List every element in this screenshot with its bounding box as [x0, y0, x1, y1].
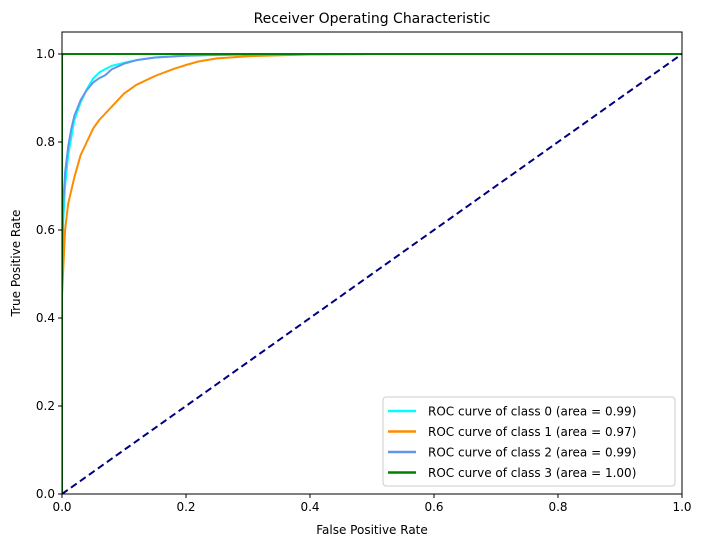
chart-title: Receiver Operating Characteristic [254, 11, 491, 27]
y-tick-label: 0.6 [36, 223, 55, 237]
legend-label-class-2: ROC curve of class 2 (area = 0.99) [428, 446, 636, 460]
y-tick-label: 0.2 [36, 399, 55, 413]
x-tick-label: 1.0 [672, 500, 691, 514]
legend-label-class-1: ROC curve of class 1 (area = 0.97) [428, 425, 636, 439]
x-tick-label: 0.0 [52, 500, 71, 514]
y-tick-label: 0.0 [36, 487, 55, 501]
curves-group [62, 53, 682, 494]
roc-curve-class-2 [62, 53, 682, 494]
x-tick-label: 0.4 [300, 500, 319, 514]
plot-frame [61, 31, 683, 495]
chance-diagonal-line [62, 53, 682, 494]
y-axis-title: True Positive Rate [9, 210, 23, 318]
y-tick-label: 1.0 [36, 47, 55, 61]
roc-curve-class-3 [62, 53, 682, 494]
y-tick-label: 0.8 [36, 135, 55, 149]
y-axis: 0.0 0.2 0.4 0.6 0.8 1.0 [36, 47, 62, 501]
x-tick-label: 0.8 [548, 500, 567, 514]
plot-area [61, 31, 683, 495]
legend-label-class-3: ROC curve of class 3 (area = 1.00) [428, 466, 636, 480]
roc-curve-class-1 [62, 53, 682, 494]
legend-label-class-0: ROC curve of class 0 (area = 0.99) [428, 405, 636, 419]
x-axis-title: False Positive Rate [316, 523, 428, 537]
x-tick-label: 0.6 [424, 500, 443, 514]
legend-box [382, 396, 676, 487]
y-tick-label: 0.4 [36, 311, 55, 325]
x-tick-label: 0.2 [176, 500, 195, 514]
legend: ROC curve of class 0 (area = 0.99) ROC cu… [382, 396, 676, 487]
x-axis: 0.0 0.2 0.4 0.6 0.8 1.0 [52, 494, 692, 514]
